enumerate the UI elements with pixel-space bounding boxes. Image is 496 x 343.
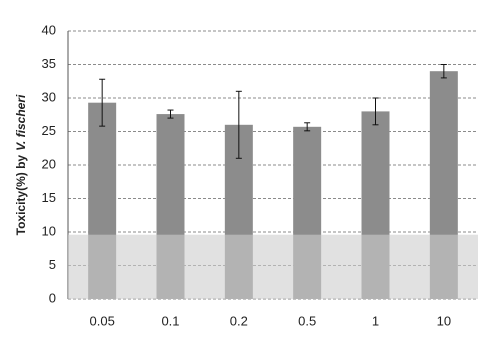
y-tick-label: 25 xyxy=(42,123,56,138)
y-tick-label: 0 xyxy=(49,290,56,305)
x-tick-label: 0.05 xyxy=(90,313,115,328)
x-tick-label: 0.5 xyxy=(298,313,316,328)
y-tick-label: 5 xyxy=(49,257,56,272)
error-bar xyxy=(167,109,174,119)
error-bar xyxy=(99,78,106,127)
y-tick-label: 10 xyxy=(42,223,56,238)
error-bar xyxy=(304,122,311,132)
y-label-text: Toxicity(%) by xyxy=(14,155,28,236)
error-bar xyxy=(440,64,447,79)
error-bar xyxy=(372,97,379,126)
x-tick-label: 1 xyxy=(372,313,379,328)
y-tick-label: 30 xyxy=(42,89,56,104)
y-tick-label: 40 xyxy=(42,22,56,37)
y-tick-label: 20 xyxy=(42,156,56,171)
x-tick-label: 10 xyxy=(437,313,451,328)
x-tick-label: 0.1 xyxy=(161,313,179,328)
y-tick-label: 35 xyxy=(42,56,56,71)
reference-band xyxy=(68,234,478,299)
x-tick-label: 0.2 xyxy=(230,313,248,328)
y-axis-label: Toxicity(%) by V. fischeri xyxy=(14,94,28,235)
error-bar xyxy=(235,90,242,159)
y-label-species: V. fischeri xyxy=(14,94,28,151)
y-tick-label: 15 xyxy=(42,190,56,205)
